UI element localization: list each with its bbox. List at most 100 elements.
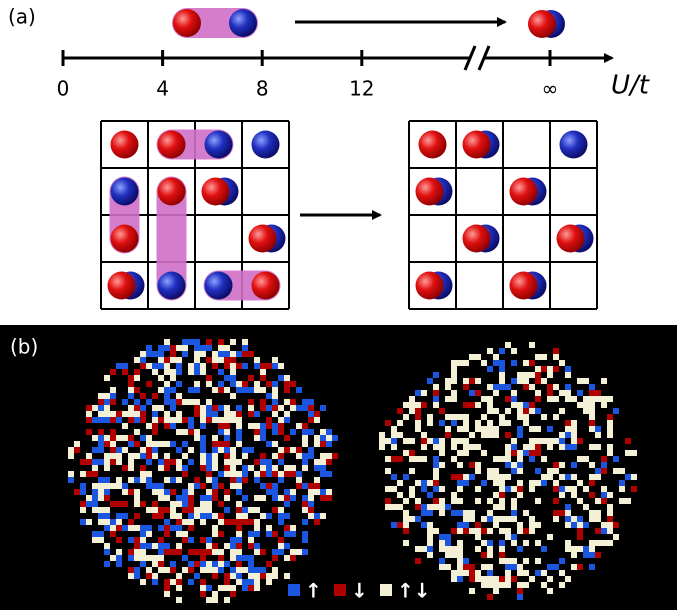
pixel — [194, 363, 200, 369]
pixel — [469, 390, 475, 396]
pixel — [391, 444, 397, 450]
pixel — [290, 525, 296, 531]
pixel — [224, 597, 230, 603]
pixel — [116, 411, 122, 417]
panel-label: (a) — [8, 5, 36, 29]
pixel — [230, 471, 236, 477]
pixel — [559, 492, 565, 498]
pixel — [547, 366, 553, 372]
pixel — [547, 444, 553, 450]
pixel — [607, 522, 613, 528]
pixel — [92, 405, 98, 411]
pixel — [541, 456, 547, 462]
pixel — [481, 450, 487, 456]
pixel — [128, 459, 134, 465]
pixel — [469, 510, 475, 516]
pixel — [505, 432, 511, 438]
pixel — [140, 447, 146, 453]
pixel — [86, 453, 92, 459]
pixel — [236, 423, 242, 429]
pixel — [134, 501, 140, 507]
pixel — [278, 507, 284, 513]
pixel — [308, 405, 314, 411]
pixel — [302, 441, 308, 447]
pixel — [577, 546, 583, 552]
pixel — [290, 471, 296, 477]
pixel — [278, 543, 284, 549]
spin-up-atom — [251, 130, 280, 159]
pixel — [589, 480, 595, 486]
pixel — [158, 561, 164, 567]
pixel — [218, 483, 224, 489]
pixel — [433, 462, 439, 468]
pixel — [260, 549, 266, 555]
pixel — [110, 531, 116, 537]
pixel — [176, 543, 182, 549]
pixel — [116, 483, 122, 489]
pixel — [128, 465, 134, 471]
pixel — [565, 540, 571, 546]
pixel — [499, 516, 505, 522]
pixel — [397, 522, 403, 528]
pixel — [565, 426, 571, 432]
pixel — [493, 582, 499, 588]
pixel — [146, 477, 152, 483]
pixel — [182, 351, 188, 357]
pixel — [583, 456, 589, 462]
pixel — [152, 441, 158, 447]
pixel — [194, 477, 200, 483]
pixel — [595, 390, 601, 396]
pixel — [212, 549, 218, 555]
pixel — [547, 396, 553, 402]
pixel — [218, 381, 224, 387]
pixel — [92, 459, 98, 465]
pixel — [535, 444, 541, 450]
pixel — [170, 417, 176, 423]
pixel — [475, 498, 481, 504]
pixel — [457, 570, 463, 576]
pixel — [254, 519, 260, 525]
pixel — [134, 387, 140, 393]
pixel — [140, 465, 146, 471]
pixel — [158, 567, 164, 573]
pixel — [457, 438, 463, 444]
pixel — [505, 396, 511, 402]
pixel — [595, 540, 601, 546]
pixel — [613, 408, 619, 414]
pixel — [176, 519, 182, 525]
pixel — [451, 546, 457, 552]
pixel — [421, 456, 427, 462]
pixel — [559, 360, 565, 366]
pixel — [200, 363, 206, 369]
pixel — [230, 483, 236, 489]
pixel — [547, 588, 553, 594]
pixel — [517, 372, 523, 378]
pixel — [110, 483, 116, 489]
pixel — [583, 504, 589, 510]
pixel — [475, 546, 481, 552]
pixel — [206, 543, 212, 549]
pixel — [224, 351, 230, 357]
pixel — [481, 426, 487, 432]
pixel — [86, 519, 92, 525]
pixel — [116, 549, 122, 555]
pixel — [577, 522, 583, 528]
pixel — [80, 459, 86, 465]
pixel — [170, 501, 176, 507]
pixel — [505, 408, 511, 414]
pixel — [104, 489, 110, 495]
pixel — [463, 444, 469, 450]
pixel — [302, 429, 308, 435]
pixel — [481, 396, 487, 402]
pixel — [385, 486, 391, 492]
pixel — [272, 411, 278, 417]
pixel — [421, 510, 427, 516]
pixel — [499, 456, 505, 462]
pixel — [571, 516, 577, 522]
pixel — [302, 399, 308, 405]
pixel — [182, 489, 188, 495]
pixel — [98, 411, 104, 417]
pixel — [272, 429, 278, 435]
pixel — [248, 399, 254, 405]
pixel — [457, 414, 463, 420]
